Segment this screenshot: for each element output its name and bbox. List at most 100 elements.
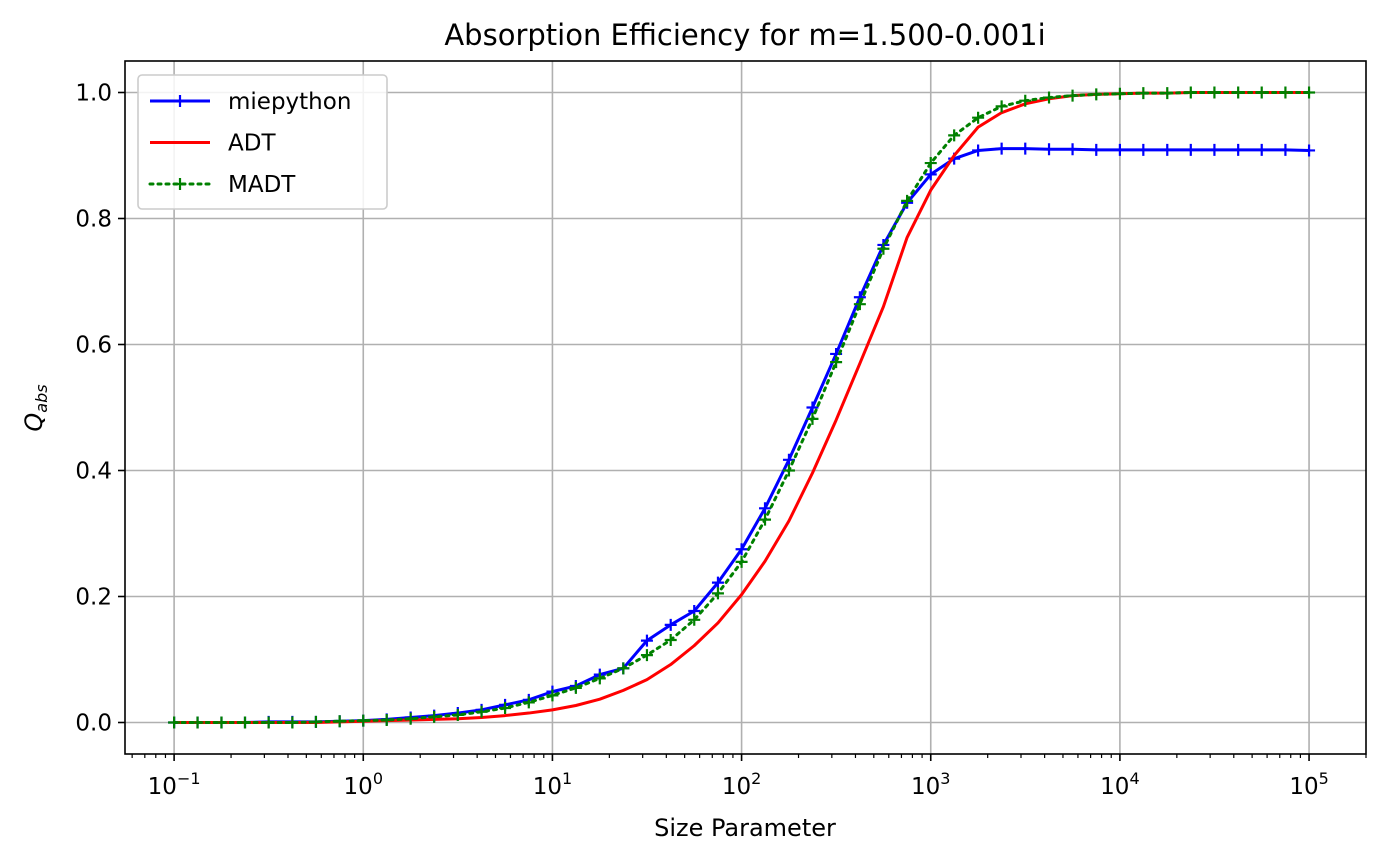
data-point-marker (995, 100, 1008, 113)
data-point-marker (924, 168, 937, 181)
data-point-marker (688, 613, 701, 626)
y-tick-label: 0.2 (75, 585, 112, 611)
data-point-marker (711, 576, 724, 589)
data-point-marker (759, 502, 772, 515)
x-tick-label-base: 10 (722, 774, 751, 800)
x-tick-label: 105 (1289, 769, 1328, 800)
data-point-marker (1184, 143, 1197, 156)
data-point-marker (995, 142, 1008, 155)
data-point-marker (901, 194, 914, 207)
data-point-marker (286, 716, 299, 729)
x-tick-label-exponent: 1 (562, 769, 572, 788)
y-tick-label: 0.4 (75, 459, 112, 485)
data-point-marker (1113, 143, 1126, 156)
data-point-marker (215, 716, 228, 729)
data-point-marker (1208, 86, 1221, 99)
data-point-marker (380, 713, 393, 726)
y-tick-label: 0.0 (75, 711, 112, 737)
legend-label-madt: MADT (228, 172, 296, 198)
series-layer (168, 86, 1316, 729)
x-tick-label-exponent: −1 (177, 769, 201, 788)
data-point-marker (806, 401, 819, 414)
data-point-marker (972, 144, 985, 157)
data-point-marker (357, 714, 370, 727)
data-point-marker (1161, 87, 1174, 100)
data-point-marker (168, 716, 181, 729)
data-point-marker (1113, 87, 1126, 100)
x-tick-label: 104 (1100, 769, 1139, 800)
x-tick-label-exponent: 4 (1129, 769, 1139, 788)
data-point-marker (830, 356, 843, 369)
data-point-marker (1208, 143, 1221, 156)
data-point-marker (1161, 143, 1174, 156)
data-point-marker (735, 555, 748, 568)
x-tick-label: 100 (344, 769, 383, 800)
data-point-marker (1137, 143, 1150, 156)
data-point-marker (475, 705, 488, 718)
data-point-marker (569, 681, 582, 694)
data-point-marker (1232, 86, 1245, 99)
data-point-marker (617, 662, 630, 675)
data-point-marker (972, 111, 985, 124)
data-point-marker (1019, 94, 1032, 107)
legend: miepython ADT MADT (137, 74, 388, 210)
data-point-marker (1303, 86, 1316, 99)
data-point-marker (1066, 89, 1079, 102)
data-point-marker (451, 708, 464, 721)
x-tick-label-base: 10 (148, 774, 177, 800)
x-tick-label-exponent: 0 (373, 769, 383, 788)
data-point-marker (1279, 143, 1292, 156)
data-point-marker (664, 633, 677, 646)
x-axis-label: Size Parameter (654, 814, 836, 842)
x-tick-label-base: 10 (911, 774, 940, 800)
data-point-marker (1043, 143, 1056, 156)
data-point-marker (1255, 86, 1268, 99)
x-tick-label: 102 (722, 769, 761, 800)
data-point-marker (1043, 91, 1056, 104)
x-tick-label: 10−1 (148, 769, 201, 800)
data-point-marker (333, 715, 346, 728)
data-point-marker (1090, 88, 1103, 101)
legend-marker-miepython (174, 95, 186, 107)
data-point-marker (1066, 143, 1079, 156)
data-point-marker (640, 634, 653, 647)
data-point-marker (1090, 143, 1103, 156)
y-axis-label-sub: abs (32, 384, 51, 412)
data-point-marker (853, 298, 866, 311)
y-axis-label-base: Q (20, 413, 48, 432)
data-point-marker (759, 513, 772, 526)
data-point-marker (593, 672, 606, 685)
data-point-marker (1137, 87, 1150, 100)
data-point-marker (664, 618, 677, 631)
data-point-marker (428, 710, 441, 723)
data-point-marker (1232, 143, 1245, 156)
data-point-marker (522, 696, 535, 709)
data-point-marker (546, 689, 559, 702)
data-point-marker (924, 157, 937, 170)
plot-frame (124, 60, 1367, 755)
x-tick-label-base: 10 (344, 774, 373, 800)
data-point-marker (1303, 144, 1316, 157)
data-point-marker (1255, 143, 1268, 156)
x-tick-label-exponent: 5 (1319, 769, 1329, 788)
data-point-marker (711, 587, 724, 600)
legend-label-miepython: miepython (228, 89, 351, 115)
data-point-marker (1279, 86, 1292, 99)
y-tick-label: 0.8 (75, 207, 112, 233)
data-point-marker (1019, 142, 1032, 155)
y-axis-label: Qabs (20, 384, 51, 431)
data-point-marker (499, 702, 512, 715)
data-point-marker (948, 129, 961, 142)
series-madt (168, 86, 1316, 729)
legend-marker-madt (174, 178, 186, 190)
x-tick-label-base: 10 (1100, 774, 1129, 800)
data-point-marker (640, 649, 653, 662)
y-tick-label: 0.6 (75, 333, 112, 359)
legend-label-adt: ADT (228, 131, 276, 157)
chart-title: Absorption Efficiency for m=1.500-0.001i (444, 18, 1045, 52)
data-point-marker (238, 716, 251, 729)
data-point-marker (1184, 86, 1197, 99)
x-tick-label-exponent: 2 (751, 769, 761, 788)
